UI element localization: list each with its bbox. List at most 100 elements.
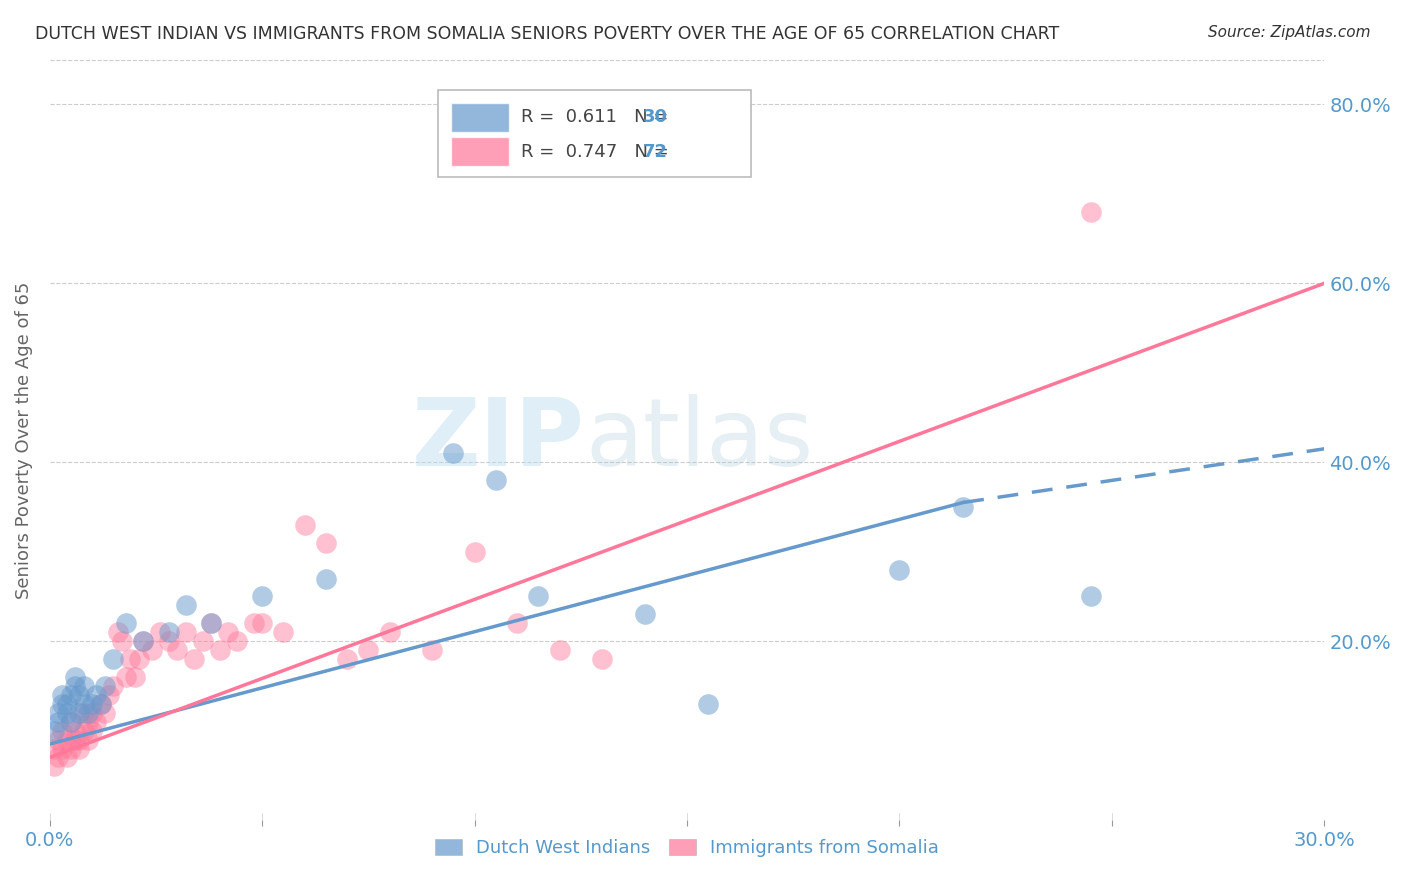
Point [94, 706, 117, 720]
Point [63, 670, 86, 684]
Point [124, 670, 146, 684]
Point [132, 634, 155, 648]
Point [73, 706, 96, 720]
Text: 72: 72 [643, 144, 668, 161]
Point [633, 607, 655, 622]
Point [697, 697, 720, 711]
Point [166, 643, 188, 657]
Point [90, 697, 112, 711]
Point [51, 741, 73, 756]
Point [591, 652, 613, 666]
Point [315, 535, 337, 549]
Point [94, 679, 117, 693]
Point [63, 679, 86, 693]
Point [1080, 204, 1102, 219]
Point [485, 473, 508, 487]
Point [294, 517, 316, 532]
Point [183, 652, 205, 666]
Point [86, 688, 108, 702]
Point [225, 634, 247, 648]
Point [67, 688, 90, 702]
Point [107, 625, 129, 640]
Point [77, 706, 100, 720]
Text: DUTCH WEST INDIAN VS IMMIGRANTS FROM SOMALIA SENIORS POVERTY OVER THE AGE OF 65 : DUTCH WEST INDIAN VS IMMIGRANTS FROM SOM… [35, 25, 1059, 43]
Point [157, 625, 180, 640]
Point [55, 706, 77, 720]
FancyBboxPatch shape [451, 103, 509, 132]
Point [82, 706, 104, 720]
Point [141, 643, 163, 657]
Point [63, 723, 86, 738]
Point [73, 679, 96, 693]
Point [82, 723, 104, 738]
Point [527, 590, 550, 604]
Point [120, 652, 142, 666]
Point [157, 634, 180, 648]
FancyBboxPatch shape [439, 90, 751, 178]
Point [441, 446, 464, 460]
Y-axis label: Seniors Poverty Over the Age of 65: Seniors Poverty Over the Age of 65 [15, 281, 32, 599]
Point [273, 625, 295, 640]
Point [464, 544, 486, 558]
Point [115, 616, 138, 631]
Point [548, 643, 571, 657]
Point [1080, 590, 1102, 604]
Point [73, 697, 96, 711]
Point [46, 706, 69, 720]
Point [191, 634, 214, 648]
Point [73, 723, 96, 738]
Point [67, 741, 90, 756]
Point [208, 643, 231, 657]
Point [250, 616, 273, 631]
Point [111, 634, 134, 648]
Point [200, 616, 222, 631]
Point [59, 688, 82, 702]
Point [42, 723, 65, 738]
Point [90, 697, 112, 711]
Point [59, 714, 82, 729]
Text: Source: ZipAtlas.com: Source: ZipAtlas.com [1208, 25, 1371, 40]
Point [952, 500, 974, 514]
FancyBboxPatch shape [451, 137, 509, 166]
Point [200, 616, 222, 631]
Text: atlas: atlas [585, 394, 813, 486]
Point [86, 714, 108, 729]
Point [59, 714, 82, 729]
Text: 30: 30 [643, 109, 668, 127]
Point [59, 741, 82, 756]
Point [357, 643, 380, 657]
Point [55, 750, 77, 764]
Point [174, 599, 197, 613]
Point [46, 714, 69, 729]
Point [77, 732, 100, 747]
Point [128, 652, 150, 666]
Point [420, 643, 443, 657]
Point [51, 723, 73, 738]
Point [889, 563, 911, 577]
Point [115, 670, 138, 684]
Point [336, 652, 359, 666]
Point [46, 732, 69, 747]
Point [42, 759, 65, 773]
Text: R =  0.611   N =: R = 0.611 N = [522, 109, 675, 127]
Point [506, 616, 529, 631]
Point [51, 688, 73, 702]
Point [217, 625, 239, 640]
Point [77, 714, 100, 729]
Point [63, 732, 86, 747]
Point [174, 625, 197, 640]
Point [98, 688, 121, 702]
Point [55, 697, 77, 711]
Text: R =  0.747   N =: R = 0.747 N = [522, 144, 675, 161]
Point [250, 590, 273, 604]
Point [132, 634, 155, 648]
Legend: Dutch West Indians, Immigrants from Somalia: Dutch West Indians, Immigrants from Soma… [427, 831, 946, 864]
Point [51, 697, 73, 711]
Point [46, 750, 69, 764]
Text: ZIP: ZIP [412, 394, 585, 486]
Point [67, 732, 90, 747]
Point [103, 652, 125, 666]
Point [55, 732, 77, 747]
Point [378, 625, 401, 640]
Point [242, 616, 264, 631]
